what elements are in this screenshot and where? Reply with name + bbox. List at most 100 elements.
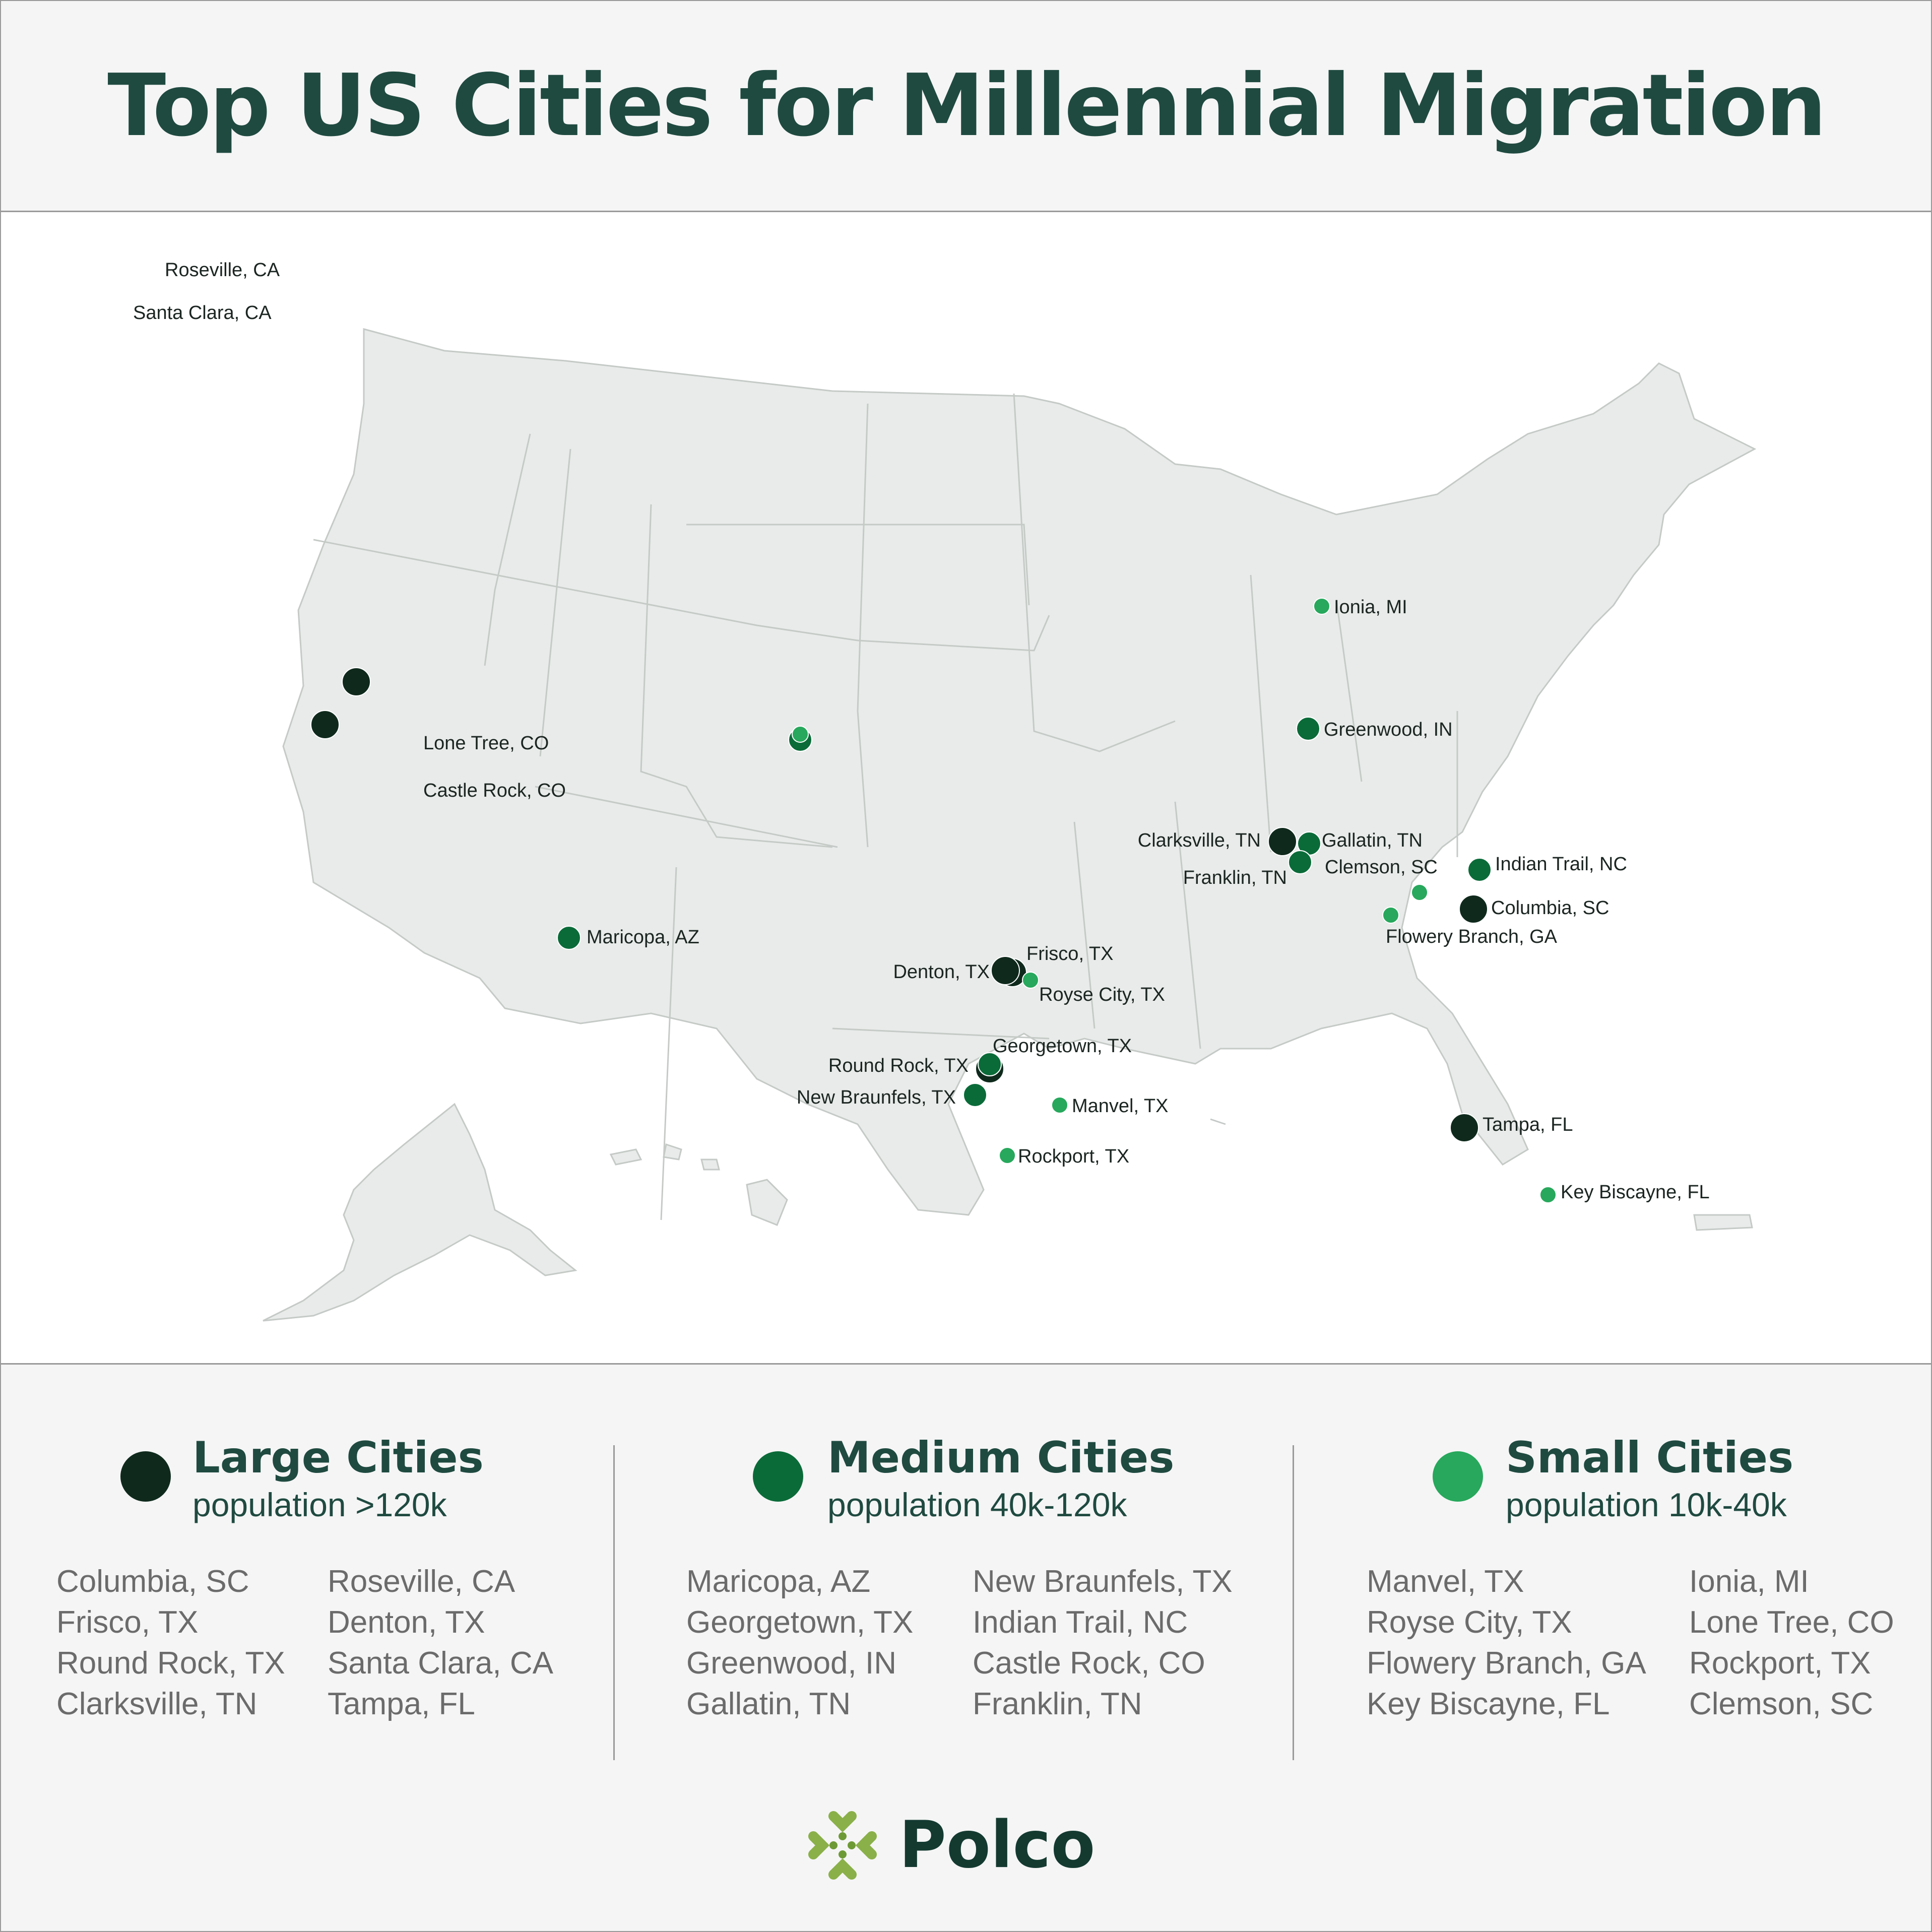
state-borders — [313, 393, 1458, 1220]
label-maricopa-az: Maricopa, AZ — [587, 927, 699, 948]
list-item: Flowery Branch, GA — [1367, 1646, 1646, 1681]
label-columbia-sc: Columbia, SC — [1491, 897, 1609, 919]
marker-ionia-mi — [1313, 598, 1330, 615]
list-item: Santa Clara, CA — [328, 1646, 553, 1681]
label-royse-city-tx: Royse City, TX — [1039, 984, 1165, 1005]
list-item: Maricopa, AZ — [686, 1564, 871, 1599]
label-denton-tx: Denton, TX — [893, 961, 990, 983]
marker-key-biscayne-fl — [1539, 1186, 1557, 1203]
label-frisco-tx: Frisco, TX — [1026, 943, 1113, 964]
list-item: Castle Rock, CO — [973, 1646, 1205, 1681]
legend-large-subtitle: population >120k — [192, 1486, 447, 1523]
hawaii-island-1 — [609, 1148, 642, 1166]
marker-franklin-tn — [1288, 850, 1312, 874]
large-city-dot-icon — [120, 1451, 171, 1502]
list-item: Franklin, TN — [973, 1687, 1142, 1721]
legend-medium-subtitle: population 40k-120k — [827, 1486, 1127, 1523]
label-indian-trail-nc: Indian Trail, NC — [1495, 854, 1627, 875]
marker-indian-trail-nc — [1467, 858, 1492, 882]
label-gallatin-tn: Gallatin, TN — [1322, 830, 1423, 851]
label-roseville-ca: Roseville, CA — [165, 260, 280, 281]
brand-name: Polco — [899, 1808, 1096, 1883]
label-castle-rock-co: Castle Rock, CO — [423, 780, 566, 801]
legend-small-cities: Small Cities population 10k-40k Manvel, … — [1294, 1365, 1931, 1721]
legend-small-subtitle: population 10k-40k — [1506, 1486, 1787, 1523]
header: Top US Cities for Millennial Migration — [1, 1, 1931, 212]
list-item: Round Rock, TX — [56, 1646, 285, 1681]
list-item: Clarksville, TN — [56, 1687, 257, 1721]
label-lone-tree-co: Lone Tree, CO — [423, 733, 549, 754]
marker-denton-tx — [991, 956, 1020, 985]
legend-medium-col1: Maricopa, AZ Georgetown, TX Greenwood, I… — [686, 1561, 913, 1724]
list-item: Denton, TX — [328, 1605, 485, 1640]
label-new-braunfels-tx: New Braunfels, TX — [797, 1087, 956, 1108]
legend-divider — [1293, 1445, 1294, 1760]
marker-clarksville-tn — [1268, 827, 1297, 856]
hawaii-island-4 — [746, 1179, 788, 1226]
small-city-dot-icon — [1433, 1451, 1483, 1502]
label-rockport-tx: Rockport, TX — [1018, 1146, 1129, 1167]
list-item: Key Biscayne, FL — [1367, 1687, 1610, 1721]
marker-roseville-ca — [342, 667, 371, 696]
us-map: Roseville, CA Santa Clara, CA Lone Tree,… — [133, 260, 1757, 1322]
map-panel: Roseville, CA Santa Clara, CA Lone Tree,… — [1, 212, 1931, 1365]
hawaii-island-3 — [700, 1158, 720, 1171]
label-manvel-tx: Manvel, TX — [1072, 1096, 1168, 1117]
map-labels: Roseville, CA Santa Clara, CA Lone Tree,… — [133, 260, 1710, 1203]
medium-city-dot-icon — [753, 1451, 803, 1502]
alaska-landmass — [263, 1103, 577, 1322]
list-item: New Braunfels, TX — [973, 1564, 1233, 1599]
list-item: Royse City, TX — [1367, 1605, 1572, 1640]
legend-divider — [613, 1445, 615, 1760]
list-item: Lone Tree, CO — [1689, 1605, 1894, 1640]
hawaii-island-2 — [663, 1143, 682, 1161]
polco-logo-icon — [808, 1811, 877, 1880]
label-ionia-mi: Ionia, MI — [1334, 597, 1407, 618]
legend-medium-cities: Medium Cities population 40k-120k Marico… — [615, 1365, 1293, 1721]
list-item: Roseville, CA — [328, 1564, 516, 1599]
legend-large-cities: Large Cities population >120k Columbia, … — [1, 1365, 613, 1721]
list-item: Greenwood, IN — [686, 1646, 896, 1681]
legend-medium-col2: New Braunfels, TX Indian Trail, NC Castl… — [973, 1561, 1233, 1724]
marker-tampa-fl — [1450, 1113, 1479, 1142]
label-greenwood-in: Greenwood, IN — [1324, 719, 1453, 740]
list-item: Manvel, TX — [1367, 1564, 1524, 1599]
label-franklin-tn: Franklin, TN — [1183, 867, 1287, 888]
brand: Polco — [802, 1805, 1155, 1886]
list-item: Columbia, SC — [56, 1564, 249, 1599]
label-flowery-branch-ga: Flowery Branch, GA — [1386, 926, 1558, 947]
state-shapes — [263, 328, 1757, 1322]
legend-large-col2: Roseville, CA Denton, TX Santa Clara, CA… — [328, 1561, 553, 1724]
legend-large-col1: Columbia, SC Frisco, TX Round Rock, TX C… — [56, 1561, 285, 1724]
marker-lone-tree-co — [792, 726, 809, 743]
marker-maricopa-az — [557, 926, 581, 950]
city-markers — [310, 598, 1557, 1203]
marker-santa-clara-ca — [310, 710, 340, 739]
list-item: Gallatin, TN — [686, 1687, 851, 1721]
list-item: Clemson, SC — [1689, 1687, 1874, 1721]
puerto-rico — [1693, 1214, 1753, 1231]
legend-small-col1: Manvel, TX Royse City, TX Flowery Branch… — [1367, 1561, 1646, 1724]
label-key-biscayne-fl: Key Biscayne, FL — [1561, 1182, 1710, 1203]
marker-manvel-tx — [1051, 1097, 1068, 1114]
label-santa-clara-ca: Santa Clara, CA — [133, 302, 272, 324]
legend-small-col2: Ionia, MI Lone Tree, CO Rockport, TX Cle… — [1689, 1561, 1894, 1724]
list-item: Tampa, FL — [328, 1687, 475, 1721]
legend-small-title: Small Cities — [1506, 1433, 1794, 1483]
label-clemson-sc: Clemson, SC — [1325, 857, 1438, 878]
list-item: Frisco, TX — [56, 1605, 199, 1640]
label-round-rock-tx: Round Rock, TX — [828, 1055, 969, 1076]
label-tampa-fl: Tampa, FL — [1483, 1114, 1573, 1135]
legend-large-title: Large Cities — [192, 1433, 484, 1483]
marker-rockport-tx — [999, 1147, 1016, 1164]
legend: Large Cities population >120k Columbia, … — [1, 1365, 1931, 1760]
marker-royse-city-tx — [1022, 972, 1039, 989]
marker-georgetown-tx — [978, 1052, 1002, 1076]
list-item: Georgetown, TX — [686, 1605, 914, 1640]
continental-us-landmass — [282, 328, 1757, 1216]
marker-flowery-branch-ga — [1382, 907, 1399, 924]
label-georgetown-tx: Georgetown, TX — [993, 1036, 1132, 1057]
list-item: Ionia, MI — [1689, 1564, 1809, 1599]
marker-new-braunfels-tx — [963, 1083, 987, 1107]
